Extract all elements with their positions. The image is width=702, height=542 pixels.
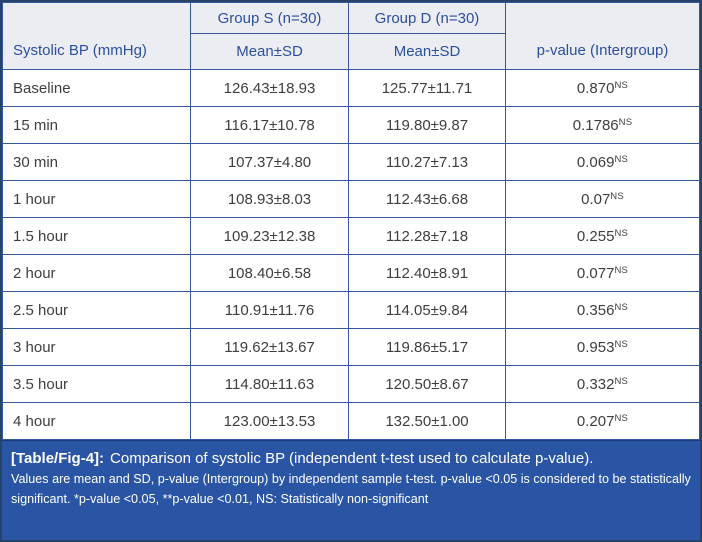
row-label: 4 hour: [2, 402, 191, 440]
group-d-value: 125.77±11.71: [348, 69, 506, 107]
group-d-subheader: Mean±SD: [348, 33, 506, 70]
table-row: 4 hour 123.00±13.53 132.50±1.00 0.207NS: [2, 402, 700, 440]
table-header: Systolic BP (mmHg) Group S (n=30) Group …: [2, 2, 700, 70]
group-d-value: 120.50±8.67: [348, 365, 506, 403]
row-label: 30 min: [2, 143, 191, 181]
group-d-value: 112.40±8.91: [348, 254, 506, 292]
caption-notes: Values are mean and SD, p-value (Intergr…: [11, 472, 691, 506]
p-value-header: p-value (Intergroup): [505, 2, 700, 70]
p-value-superscript: NS: [614, 413, 629, 424]
table-row: 1.5 hour 109.23±12.38 112.28±7.18 0.255NS: [2, 217, 700, 255]
p-value: 0.356NS: [505, 291, 700, 329]
group-d-value: 119.86±5.17: [348, 328, 506, 366]
row-label: 1 hour: [2, 180, 191, 218]
group-d-value: 114.05±9.84: [348, 291, 506, 329]
row-label: 1.5 hour: [2, 217, 191, 255]
table-row: 1 hour 108.93±8.03 112.43±6.68 0.07NS: [2, 180, 700, 218]
p-value: 0.07NS: [505, 180, 700, 218]
table-body: Baseline 126.43±18.93 125.77±11.71 0.870NS 1…: [2, 69, 700, 440]
p-value-superscript: NS: [614, 302, 629, 313]
table-row: Baseline 126.43±18.93 125.77±11.71 0.870NS: [2, 69, 700, 107]
p-value-superscript: NS: [614, 265, 629, 276]
group-d-value: 132.50±1.00: [348, 402, 506, 440]
group-d-value: 119.80±9.87: [348, 106, 506, 144]
p-value: 0.077NS: [505, 254, 700, 292]
p-value-superscript: NS: [614, 228, 629, 239]
caption-label: [Table/Fig-4]:: [11, 450, 105, 467]
group-d-header: Group D (n=30): [348, 2, 506, 34]
table-caption-footer: [Table/Fig-4]: Comparison of systolic BP …: [2, 440, 700, 540]
table-row: 2.5 hour 110.91±11.76 114.05±9.84 0.356NS: [2, 291, 700, 329]
group-d-value: 110.27±7.13: [348, 143, 506, 181]
p-value: 0.870NS: [505, 69, 700, 107]
row-header-title: Systolic BP (mmHg): [2, 2, 191, 70]
p-value: 0.069NS: [505, 143, 700, 181]
p-value-superscript: NS: [614, 80, 629, 91]
p-value-superscript: NS: [618, 117, 633, 128]
p-value: 0.255NS: [505, 217, 700, 255]
p-value: 0.332NS: [505, 365, 700, 403]
group-s-value: 108.93±8.03: [190, 180, 349, 218]
row-label: 2 hour: [2, 254, 191, 292]
group-s-value: 108.40±6.58: [190, 254, 349, 292]
group-s-value: 116.17±10.78: [190, 106, 349, 144]
systolic-bp-table: Systolic BP (mmHg) Group S (n=30) Group …: [2, 2, 700, 440]
row-label: Baseline: [2, 69, 191, 107]
row-label: 3.5 hour: [2, 365, 191, 403]
p-value-superscript: NS: [614, 154, 629, 165]
group-s-subheader: Mean±SD: [190, 33, 349, 70]
table-row: 3.5 hour 114.80±11.63 120.50±8.67 0.332NS: [2, 365, 700, 403]
group-s-value: 109.23±12.38: [190, 217, 349, 255]
header-row-subheaders: Mean±SD Mean±SD: [3, 33, 700, 70]
group-d-value: 112.43±6.68: [348, 180, 506, 218]
group-s-value: 114.80±11.63: [190, 365, 349, 403]
group-s-value: 110.91±11.76: [190, 291, 349, 329]
p-value: 0.207NS: [505, 402, 700, 440]
header-row-groups: Systolic BP (mmHg) Group S (n=30) Group …: [2, 2, 700, 70]
table-row: 30 min 107.37±4.80 110.27±7.13 0.069NS: [2, 143, 700, 181]
table-row: 15 min 116.17±10.78 119.80±9.87 0.1786NS: [2, 106, 700, 144]
p-value-superscript: NS: [614, 339, 629, 350]
group-d-value: 112.28±7.18: [348, 217, 506, 255]
row-label: 15 min: [2, 106, 191, 144]
p-value: 0.1786NS: [505, 106, 700, 144]
row-label: 3 hour: [2, 328, 191, 366]
table-row: 2 hour 108.40±6.58 112.40±8.91 0.077NS: [2, 254, 700, 292]
group-s-value: 119.62±13.67: [190, 328, 349, 366]
p-value-superscript: NS: [610, 191, 624, 202]
caption-text: Comparison of systolic BP (independent t…: [110, 450, 594, 467]
group-s-header: Group S (n=30): [190, 2, 349, 34]
p-value-superscript: NS: [614, 376, 629, 387]
caption-line: [Table/Fig-4]: Comparison of systolic BP …: [11, 448, 691, 469]
group-s-value: 107.37±4.80: [190, 143, 349, 181]
group-s-value: 126.43±18.93: [190, 69, 349, 107]
group-s-value: 123.00±13.53: [190, 402, 349, 440]
row-label: 2.5 hour: [2, 291, 191, 329]
p-value: 0.953NS: [505, 328, 700, 366]
table-row: 3 hour 119.62±13.67 119.86±5.17 0.953NS: [2, 328, 700, 366]
